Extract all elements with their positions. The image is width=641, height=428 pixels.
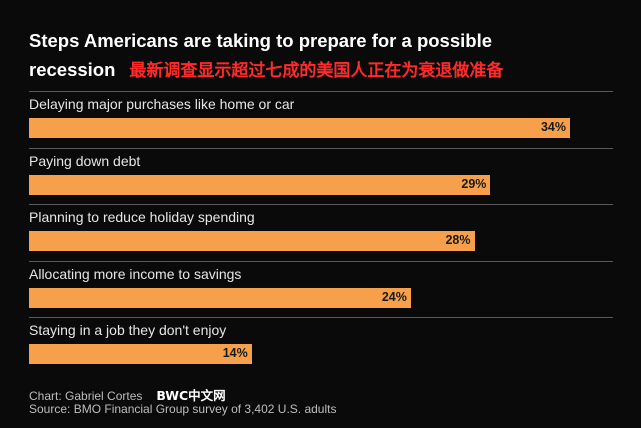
category-label: Planning to reduce holiday spending	[29, 209, 255, 225]
category-label: Staying in a job they don't enjoy	[29, 322, 227, 338]
bar: 24%	[29, 287, 411, 308]
category-label: Paying down debt	[29, 152, 141, 169]
bar: 29%	[29, 174, 491, 195]
category-label: Allocating more income to savings	[29, 265, 242, 282]
row-divider	[29, 91, 613, 92]
bar-value-label: 24%	[381, 289, 407, 304]
chart-credit-line: Chart: Gabriel Cortes BWC中文网	[29, 385, 226, 404]
watermark-logo: BWC中文网	[156, 388, 226, 403]
bar: 28%	[29, 231, 475, 251]
bar-value-label: 14%	[222, 346, 248, 360]
chart-title-line-2-text: recession	[29, 59, 116, 80]
chart-credit: Chart: Gabriel Cortes	[29, 389, 143, 403]
category-label: Delaying major purchases like home or ca…	[29, 96, 295, 112]
bar-value-label: 29%	[461, 176, 487, 191]
row-divider	[29, 147, 613, 149]
overlay-caption: 最新调查显示超过七成的美国人正在为衰退做准备	[129, 61, 504, 81]
bar: 34%	[29, 118, 570, 138]
bar-value-label: 34%	[540, 120, 566, 134]
chart-title-line-2: recession 最新调查显示超过七成的美国人正在为衰退做准备	[29, 56, 503, 81]
row-divider	[29, 204, 613, 205]
row-divider	[29, 260, 613, 262]
chart-title-line-1: Steps Americans are taking to prepare fo…	[29, 30, 492, 51]
bar: 14%	[29, 344, 252, 364]
row-divider	[29, 317, 613, 318]
bar-value-label: 28%	[445, 233, 471, 247]
chart-source: Source: BMO Financial Group survey of 3,…	[29, 402, 337, 416]
